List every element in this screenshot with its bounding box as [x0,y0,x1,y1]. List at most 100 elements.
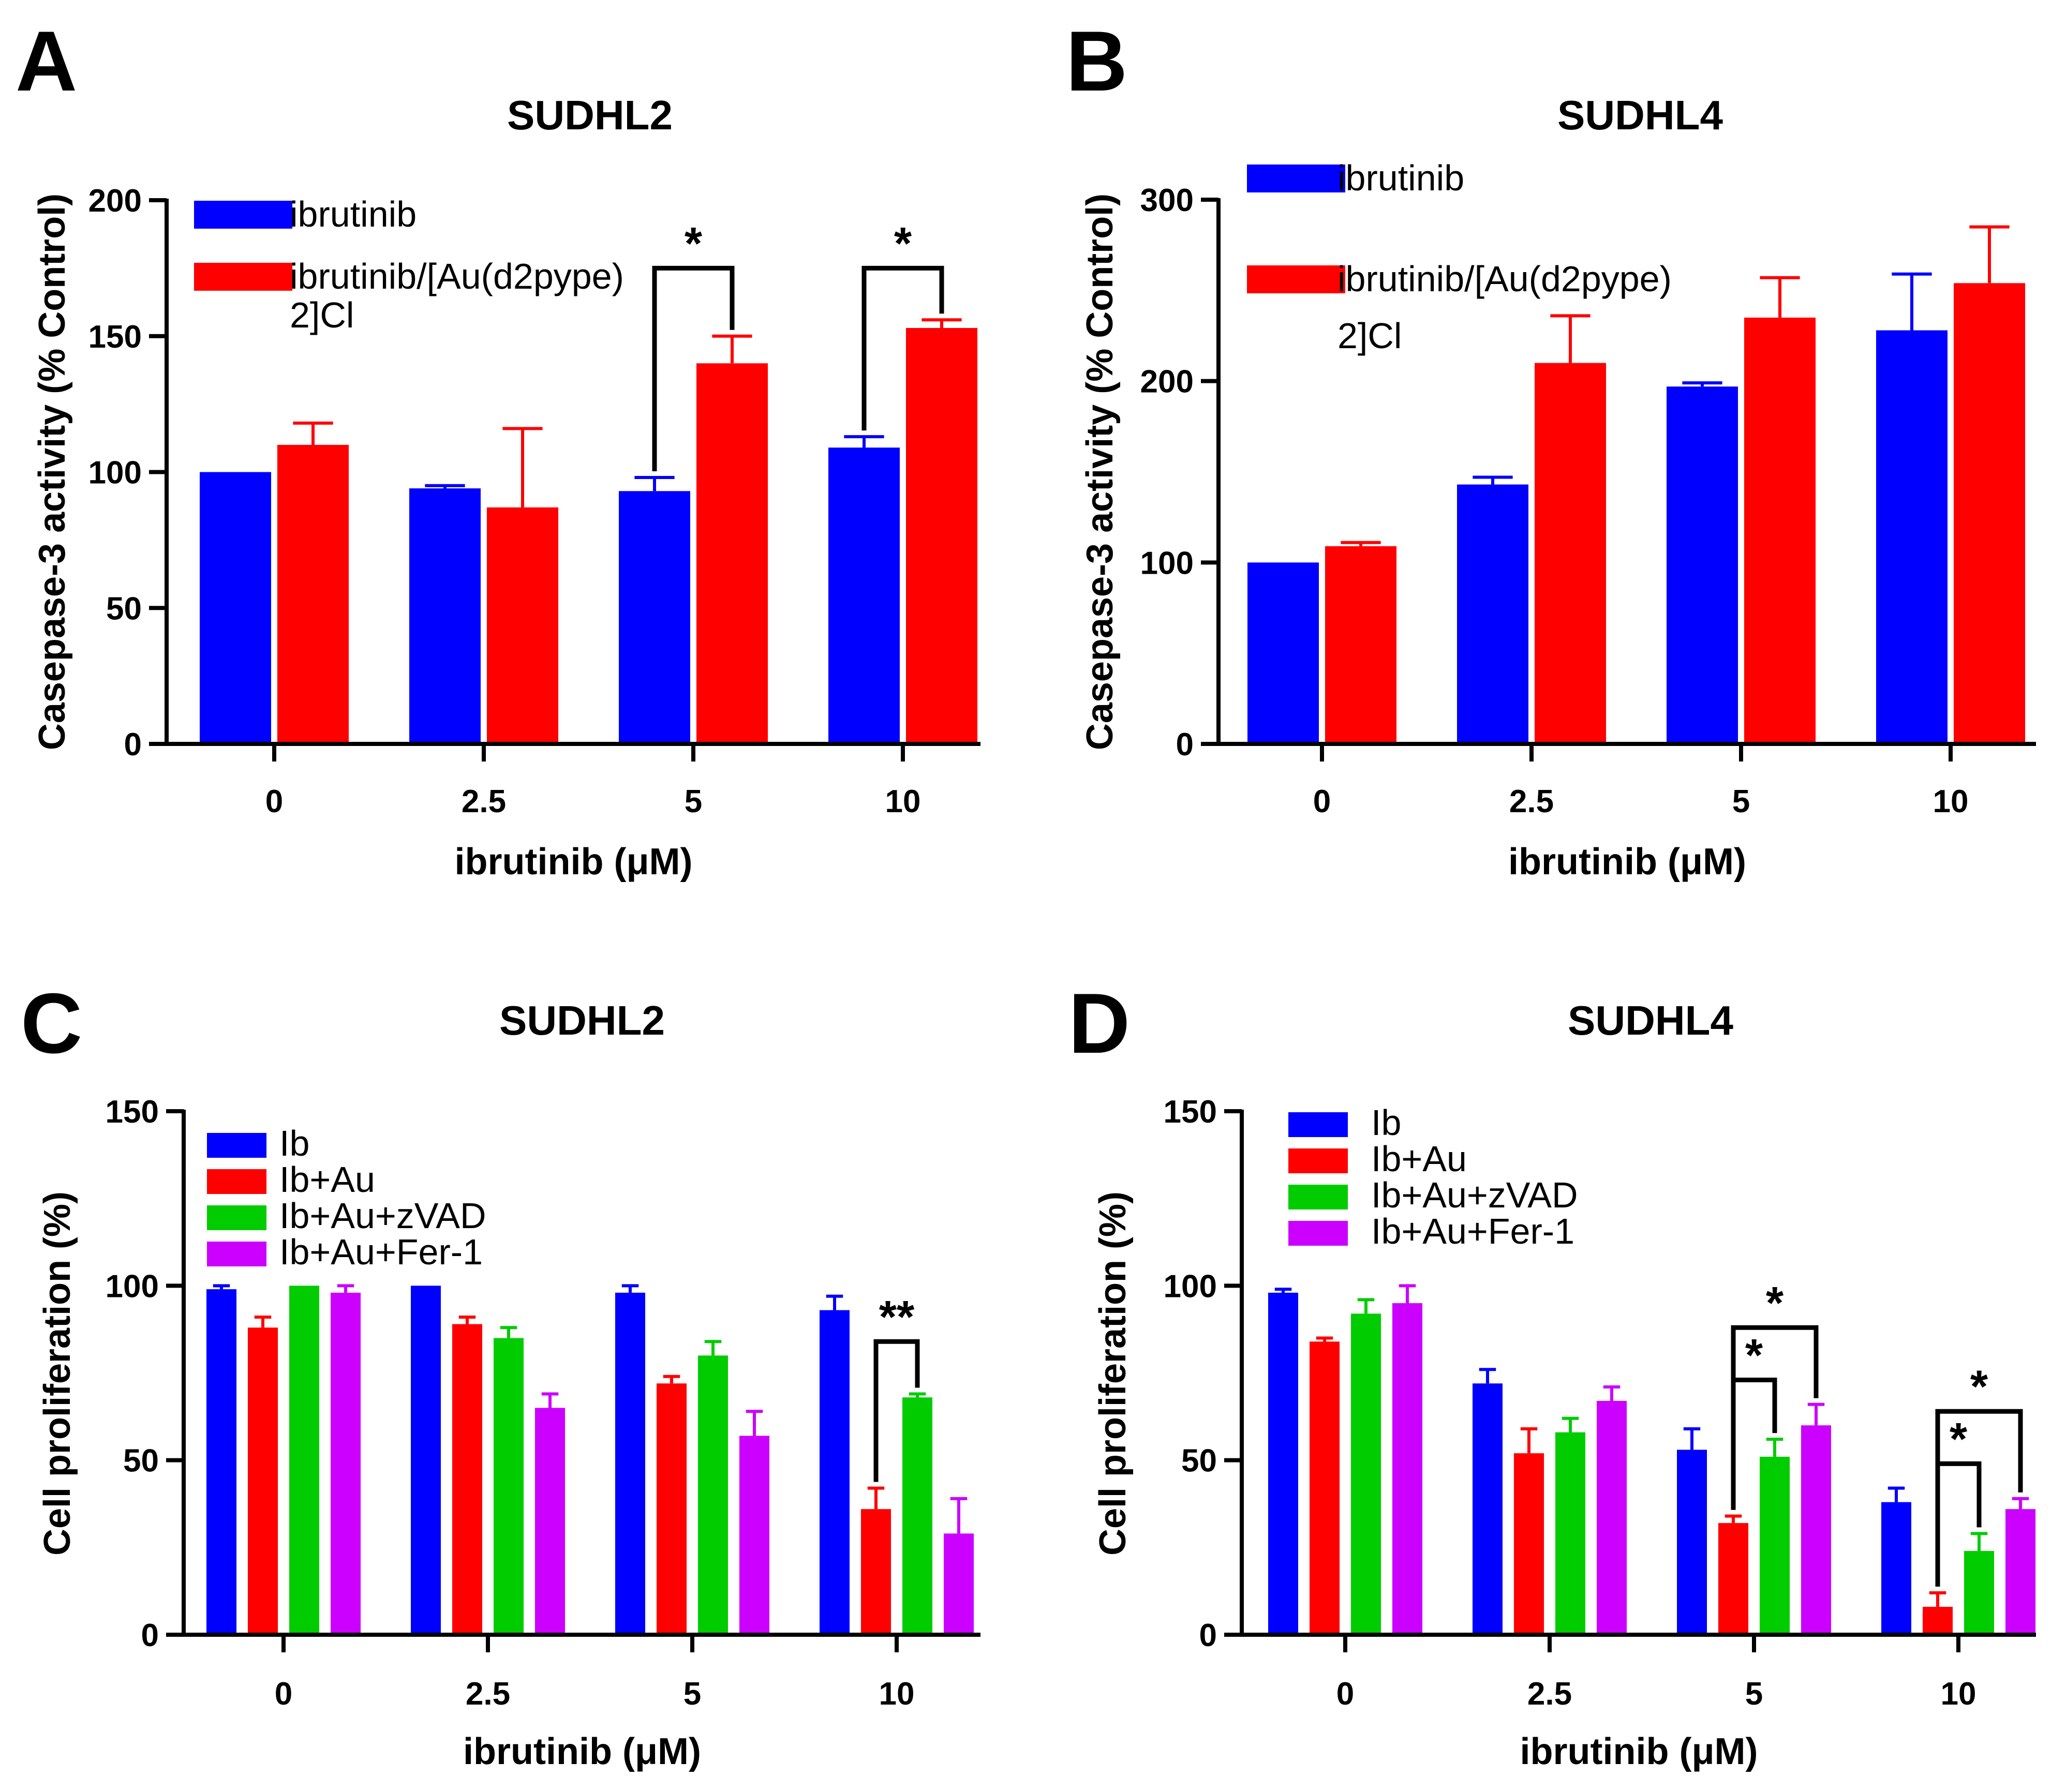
y-tick-label-d-0: 0 [1199,1618,1217,1653]
legend-swatch-a-1 [194,263,292,291]
x-axis-label-b: ibrutinib (μM) [1508,841,1746,883]
legend-label-line-a-0-0: ibrutinib [290,194,417,234]
legend-swatch-d-0 [1288,1112,1348,1137]
x-tick-label-c-2: 5 [683,1676,701,1712]
error-bar-c-s3-c3 [950,1497,968,1534]
bar-a-s0-c3 [828,447,900,744]
significance-bracket-c-0 [873,1339,920,1482]
legend-label-line-a-1-0: ibrutinib/[Au(d2pype) [290,256,624,296]
bar-d-s1-c0 [1310,1341,1340,1635]
error-bar-c-s2-c2 [704,1340,722,1356]
y-tick-label-c-0: 0 [141,1618,159,1653]
error-bar-a-s0-c1 [425,484,465,489]
legend-label-d-2: Ib+Au+zVAD [1371,1175,1578,1215]
significance-label-d-1: * [1766,1277,1784,1328]
legend-swatch-c-0 [207,1133,266,1158]
y-axis-label-c: Cell proliferation (%) [37,1191,78,1556]
bar-b-s0-c3 [1876,330,1948,744]
legend-label-c-3: Ib+Au+Fer-1 [279,1232,483,1272]
error-bar-b-s0-c3 [1892,272,1932,331]
bar-d-s2-c1 [1555,1432,1585,1635]
error-bar-d-s3-c1 [1603,1385,1621,1401]
y-tick-label-d-150: 150 [1164,1094,1217,1130]
chart-panel-b: B SUDHL4 0 100 200 300 0 2.5 5 10 ibrutinib (μM) Ca… [1066,13,2036,883]
bar-a-s1-c1 [487,507,558,744]
bar-c-s2-c3 [902,1397,932,1635]
error-bar-c-s2-c1 [500,1326,517,1338]
error-bar-c-s3-c2 [746,1410,763,1436]
significance-bracket-a-1 [861,265,944,431]
error-bar-b-s0-c1 [1473,475,1513,485]
error-bar-d-s1-c2 [1725,1514,1742,1524]
y-tick-label-a-200: 200 [88,183,142,219]
x-tick-label-d-3: 10 [1941,1676,1976,1712]
x-tick-label-d-2: 5 [1745,1676,1763,1712]
error-bar-d-s2-c3 [1970,1532,1988,1551]
x-tick-label-b-3: 10 [1933,784,1969,819]
legend-label-line-a-1-1: 2]Cl [290,295,354,335]
significance-label-d-2: * [1950,1413,1968,1464]
x-tick-label-a-1: 2.5 [462,784,506,819]
x-tick-label-b-1: 2.5 [1509,784,1554,819]
legend-swatch-d-1 [1288,1148,1348,1173]
y-tick-label-c-100: 100 [106,1268,159,1304]
significance-bracket-d-1 [1731,1325,1819,1510]
y-tick-label-a-150: 150 [88,319,142,355]
bar-d-s0-c1 [1473,1383,1503,1635]
error-bar-d-s0-c2 [1683,1427,1701,1450]
y-tick-label-c-50: 50 [123,1443,159,1479]
legend-label-b-0: ibrutinib [1337,158,1464,198]
y-tick-label-b-300: 300 [1140,183,1194,218]
bar-a-s0-c1 [409,488,481,744]
bar-c-s3-c3 [944,1533,974,1635]
y-tick-label-a-50: 50 [106,591,142,626]
panel-letter-c: C [21,976,82,1071]
error-bar-c-s3-c0 [337,1284,354,1293]
panel-letter-b: B [1066,13,1127,109]
bar-c-s3-c0 [331,1292,361,1635]
legend-swatch-a-0 [194,201,292,229]
error-bar-a-s1-c3 [921,318,962,328]
error-bar-c-s1-c0 [254,1316,272,1328]
x-tick-label-a-3: 10 [885,784,921,819]
error-bar-d-s2-c2 [1766,1438,1783,1457]
error-bar-d-s3-c3 [2012,1497,2029,1510]
legend-label-line-d-0-0: Ib [1371,1102,1401,1143]
bar-a-s1-c3 [906,327,977,744]
legend-label-line-c-2-0: Ib+Au+zVAD [279,1196,486,1236]
bar-c-s2-c0 [289,1286,319,1635]
error-bar-c-s0-c2 [621,1284,639,1293]
legend-swatch-b-0 [1247,165,1345,192]
error-bar-a-s0-c2 [634,476,675,491]
legend-label-line-b-1-0: ibrutinib/[Au(d2pype) [1337,259,1672,299]
bar-d-s2-c3 [1964,1551,1994,1635]
significance-label-c-0: ** [879,1291,915,1342]
error-bar-a-s1-c1 [502,427,543,507]
bar-b-s0-c1 [1457,484,1528,744]
legend-label-d-0: Ib [1371,1102,1401,1143]
legend-label-line-b-1-1: 2]Cl [1337,316,1402,356]
legend-label-c-2: Ib+Au+zVAD [279,1196,486,1236]
legend-swatch-d-3 [1288,1221,1348,1246]
chart-panel-c: C SUDHL2 0 50 100 150 0 2.5 5 10 ibrutinib (μM) Cel… [21,976,980,1772]
legend-label-line-c-1-0: Ib+Au [279,1159,375,1200]
legend-label-line-c-3-0: Ib+Au+Fer-1 [279,1232,483,1272]
x-tick-label-d-1: 2.5 [1527,1676,1572,1712]
bar-a-s0-c0 [200,472,271,744]
x-tick-label-c-0: 0 [275,1676,292,1712]
bar-c-s1-c2 [657,1383,687,1635]
bar-c-s0-c3 [820,1310,850,1635]
x-axis-label-c: ibrutinib (μM) [463,1731,701,1772]
bar-b-s1-c3 [1954,283,2025,744]
bar-a-s0-c2 [619,491,690,744]
x-tick-label-c-1: 2.5 [466,1676,510,1712]
legend-label-b-1: ibrutinib/[Au(d2pype) 2]Cl [1337,259,1672,356]
legend-label-d-3: Ib+Au+Fer-1 [1371,1211,1574,1251]
significance-bracket-d-3 [1935,1409,2023,1587]
y-tick-label-d-50: 50 [1181,1443,1217,1479]
bar-d-s0-c2 [1677,1450,1707,1635]
chart-panel-a: A SUDHL2 0 50 100 150 200 0 2.5 5 10 ibrutinib (μM)… [16,13,980,883]
bar-c-s1-c1 [452,1324,482,1635]
legend-label-line-d-1-0: Ib+Au [1371,1139,1467,1179]
bar-c-s3-c2 [739,1436,769,1635]
